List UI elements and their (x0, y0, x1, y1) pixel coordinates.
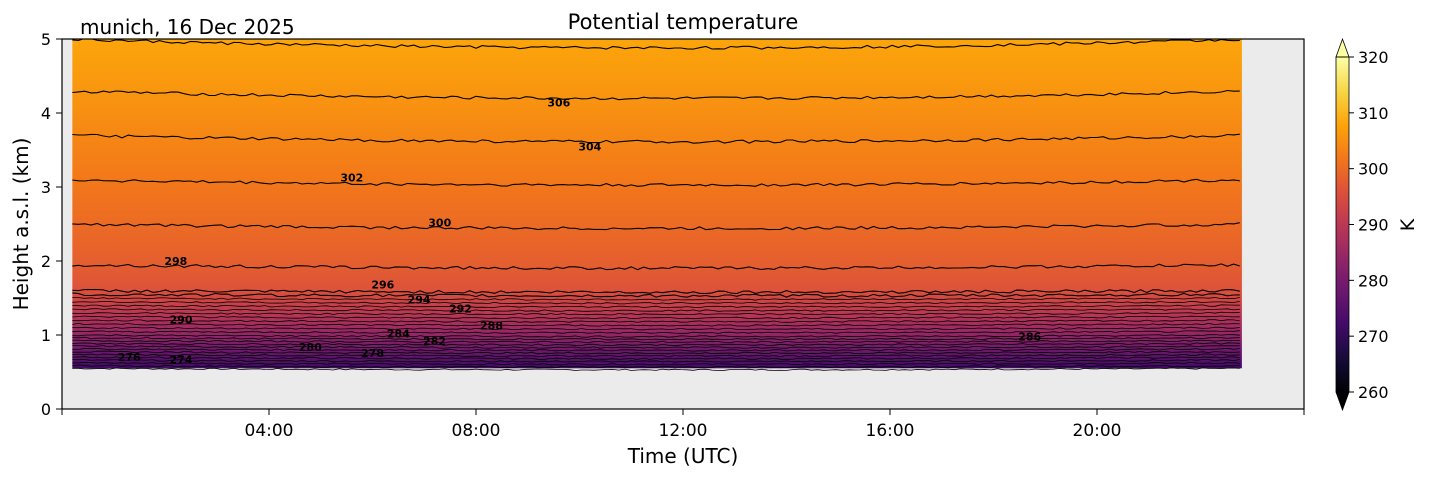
contour-line (72, 89, 1240, 101)
contour-line (72, 356, 1240, 360)
contour-line (72, 361, 1240, 366)
colorbar-tick-label: 260 (1358, 383, 1389, 402)
contour-line (72, 322, 1240, 327)
colorbar-tick-label: 290 (1358, 216, 1389, 235)
contour-line (72, 263, 1240, 271)
y-axis-label: Height a.s.l. (km) (9, 138, 33, 311)
y-tick-label: 2 (41, 252, 51, 271)
contour-label: 280 (299, 341, 322, 354)
contour-line (72, 304, 1240, 309)
y-tick-label: 4 (41, 104, 51, 123)
colorbar-label: K (1397, 218, 1419, 231)
colorbar-tick-label: 310 (1358, 104, 1389, 123)
x-axis: 04:00 08:00 12:00 16:00 20:00 (61, 409, 1305, 441)
colorbar-gradient (1336, 57, 1349, 392)
x-tick-label: 08:00 (452, 421, 501, 441)
contour-label: 302 (340, 171, 363, 184)
contour-label: 286 (1018, 330, 1041, 343)
colorbar-tick-label: 320 (1358, 48, 1389, 67)
contour-line (72, 326, 1240, 331)
contour-label: 284 (387, 328, 410, 341)
contour-line (72, 334, 1240, 338)
contour-line (72, 353, 1240, 358)
contour-line (72, 347, 1240, 352)
contour-label: 288 (480, 319, 503, 332)
contour-line (72, 330, 1240, 334)
contour-line (72, 364, 1240, 369)
contour-label: 298 (164, 255, 187, 268)
contour-line (72, 359, 1240, 363)
chart-title: Potential temperature (568, 10, 799, 34)
contour-label: 274 (170, 353, 193, 366)
y-axis: 0 1 2 3 4 5 (41, 30, 62, 419)
x-tick-label: 20:00 (1073, 421, 1122, 441)
contour-label: 278 (361, 347, 384, 360)
contour-line (72, 222, 1240, 231)
contour-line (72, 319, 1240, 323)
contour-label: 306 (547, 97, 570, 110)
colorbar-tick-label: 300 (1358, 160, 1389, 179)
contour-label: 292 (449, 302, 472, 315)
y-tick-label: 5 (41, 30, 51, 49)
contour-line (72, 133, 1240, 144)
contour-line (72, 292, 1240, 298)
contour-label: 282 (423, 335, 446, 348)
contour-line (72, 342, 1240, 346)
contour-label: 276 (118, 351, 141, 364)
x-tick-label: 04:00 (245, 421, 294, 441)
contour-label: 290 (170, 313, 193, 326)
x-tick-label: 12:00 (659, 421, 708, 441)
contour-line (72, 300, 1240, 305)
contour-lines (72, 39, 1240, 371)
contour-line (72, 311, 1240, 316)
contour-line (72, 178, 1240, 187)
y-tick-label: 1 (41, 326, 51, 345)
heatmap-fill (72, 39, 1242, 369)
contour-line (72, 308, 1240, 312)
contour-line (72, 367, 1240, 371)
contour-line (72, 336, 1240, 341)
y-tick-label: 0 (41, 400, 51, 419)
x-axis-label: Time (UTC) (627, 444, 739, 468)
colorbar: 260 270 280 290 300 310 320 (1335, 37, 1389, 412)
contour-line (72, 315, 1240, 320)
contour-label: 296 (371, 279, 394, 292)
contour-label: 294 (408, 293, 431, 306)
contour-line (72, 345, 1240, 349)
chart-subtitle: munich, 16 Dec 2025 (80, 15, 295, 39)
contour-line (72, 350, 1240, 355)
colorbar-tick-label: 270 (1358, 327, 1389, 346)
heatmap-field (72, 39, 1242, 369)
colorbar-tick-label: 280 (1358, 271, 1389, 290)
contour-line (72, 339, 1240, 344)
colorbar-extend-min (1335, 391, 1350, 412)
colorbar-extend-max (1335, 37, 1350, 58)
y-tick-label: 3 (41, 178, 51, 197)
contour-line (72, 297, 1240, 301)
contour-line (72, 288, 1240, 295)
x-tick-label: 16:00 (866, 421, 915, 441)
contour-label: 304 (578, 140, 601, 153)
contour-label: 300 (428, 217, 451, 230)
contour-line (72, 39, 1240, 50)
